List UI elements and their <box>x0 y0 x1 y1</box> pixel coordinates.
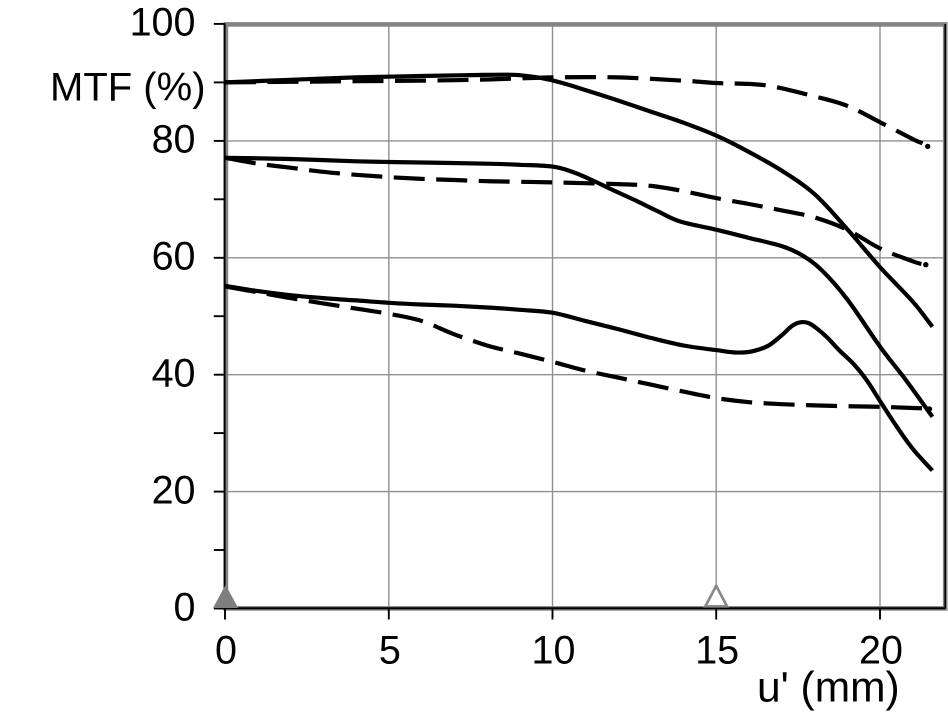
svg-text:10: 10 <box>532 629 576 673</box>
svg-text:5: 5 <box>379 629 401 673</box>
svg-text:40: 40 <box>152 352 196 396</box>
svg-text:60: 60 <box>152 235 196 279</box>
svg-text:20: 20 <box>859 629 903 673</box>
svg-text:100: 100 <box>130 1 196 45</box>
svg-text:u' (mm): u' (mm) <box>757 665 900 712</box>
svg-text:0: 0 <box>174 585 196 629</box>
svg-text:0: 0 <box>215 629 237 673</box>
svg-text:80: 80 <box>152 118 196 162</box>
svg-text:15: 15 <box>695 629 739 673</box>
svg-text:MTF (%): MTF (%) <box>50 66 206 110</box>
svg-text:20: 20 <box>152 468 196 512</box>
